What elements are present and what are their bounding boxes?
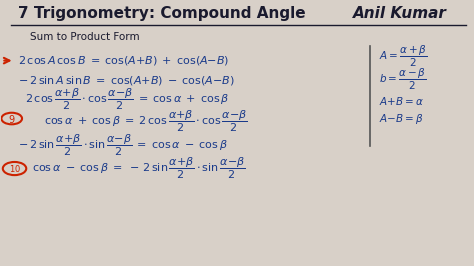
Text: 7 Trigonometry: Compound Angle: 7 Trigonometry: Compound Angle (18, 6, 305, 21)
Text: $A{+}B = \alpha$: $A{+}B = \alpha$ (379, 95, 424, 107)
Text: $2\,\cos\dfrac{\alpha{+}\beta}{2}\cdot\cos\dfrac{\alpha{-}\beta}{2}\;=\;\cos\alp: $2\,\cos\dfrac{\alpha{+}\beta}{2}\cdot\c… (25, 86, 229, 111)
Text: $-\,2\,\sin\dfrac{\alpha{+}\beta}{2}\cdot\sin\dfrac{\alpha{-}\beta}{2}\;=\;\cos\: $-\,2\,\sin\dfrac{\alpha{+}\beta}{2}\cdo… (18, 132, 228, 157)
Text: $A{-}B = \beta$: $A{-}B = \beta$ (379, 111, 424, 126)
Text: $2\,\cos A\,\cos B\;=\;\cos(A{+}B)\;+\;\cos(A{-}B)$: $2\,\cos A\,\cos B\;=\;\cos(A{+}B)\;+\;\… (18, 54, 229, 67)
Text: $\cos\alpha\;+\;\cos\beta\;=\;2\,\cos\dfrac{\alpha{+}\beta}{2}\cdot\cos\dfrac{\a: $\cos\alpha\;+\;\cos\beta\;=\;2\,\cos\df… (44, 109, 247, 134)
Text: $10$: $10$ (9, 163, 20, 174)
Text: $A = \dfrac{\alpha+\beta}{2}$: $A = \dfrac{\alpha+\beta}{2}$ (379, 44, 428, 69)
Text: Anil Kumar: Anil Kumar (353, 6, 447, 21)
Text: $9$: $9$ (8, 113, 16, 124)
Text: Sum to Product Form: Sum to Product Form (29, 32, 139, 42)
Text: $\cos\alpha\;-\;\cos\beta\;=\;-\,2\,\sin\dfrac{\alpha{+}\beta}{2}\cdot\sin\dfrac: $\cos\alpha\;-\;\cos\beta\;=\;-\,2\,\sin… (32, 156, 246, 181)
Text: $-\,2\,\sin A\,\sin B\;=\;\cos(A{+}B)\;-\;\cos(A{-}B)$: $-\,2\,\sin A\,\sin B\;=\;\cos(A{+}B)\;-… (18, 74, 235, 87)
Text: $b = \dfrac{\alpha-\beta}{2}$: $b = \dfrac{\alpha-\beta}{2}$ (379, 66, 427, 92)
